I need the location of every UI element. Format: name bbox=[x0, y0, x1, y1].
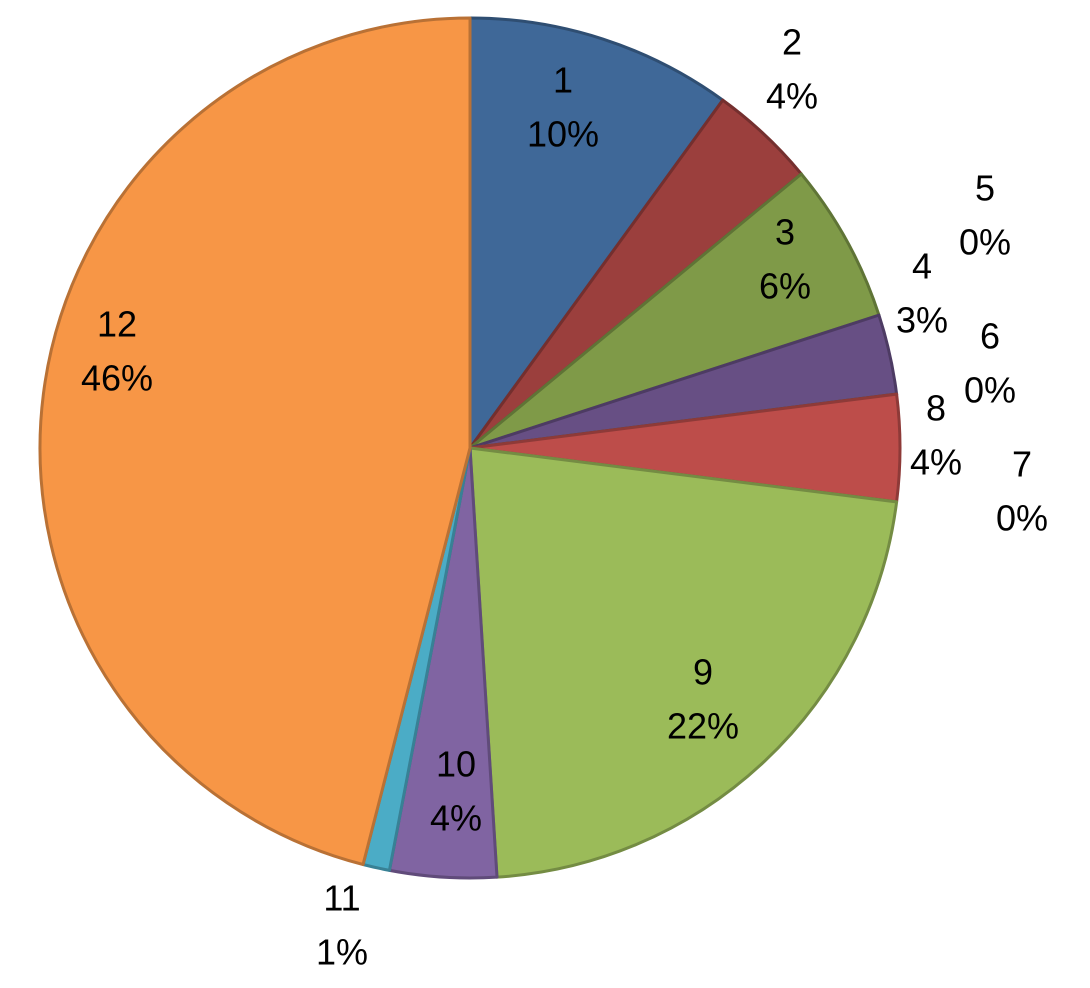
slice-label-value: 4% bbox=[430, 798, 482, 839]
slice-label-value: 0% bbox=[996, 498, 1048, 539]
pie-slice bbox=[38, 16, 472, 866]
slice-label-value: 10% bbox=[527, 114, 599, 155]
slice-label-category: 4 bbox=[912, 246, 932, 287]
slice-label-category: 11 bbox=[323, 878, 360, 919]
slice-label-category: 5 bbox=[975, 168, 995, 209]
slice-label-category: 12 bbox=[97, 304, 137, 345]
slice-label-category: 6 bbox=[980, 316, 1000, 357]
slice-label-category: 7 bbox=[1012, 444, 1032, 485]
slice-label-category: 9 bbox=[693, 652, 713, 693]
pie-slice bbox=[468, 16, 725, 450]
slice-label-value: 0% bbox=[964, 370, 1016, 411]
slice-label-value: 1% bbox=[316, 932, 368, 973]
slice-label-category: 3 bbox=[775, 212, 795, 253]
slice-label-value: 22% bbox=[667, 706, 739, 747]
slice-label-category: 1 bbox=[553, 60, 573, 101]
slice-label-value: 6% bbox=[759, 266, 811, 307]
slice-label-value: 4% bbox=[910, 442, 962, 483]
slice-label-value: 4% bbox=[766, 76, 818, 117]
slice-label-category: 8 bbox=[926, 388, 946, 429]
slice-label-value: 3% bbox=[896, 300, 948, 341]
slice-label-value: 0% bbox=[959, 222, 1011, 263]
pie-slice bbox=[468, 172, 881, 450]
slice-label-category: 2 bbox=[782, 22, 802, 63]
slice-label-category: 10 bbox=[436, 744, 476, 785]
pie-slice bbox=[468, 446, 899, 879]
slice-label-value: 46% bbox=[81, 358, 153, 399]
